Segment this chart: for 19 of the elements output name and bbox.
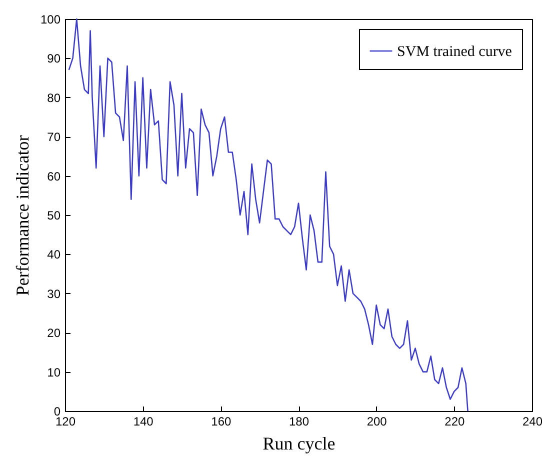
y-tick-label: 30	[47, 286, 61, 301]
y-tick-label: 70	[47, 130, 61, 144]
x-tick-label: 200	[366, 414, 388, 428]
x-tick-label: 180	[288, 414, 310, 428]
y-tick-label: 40	[47, 248, 61, 262]
x-tick-label: 140	[133, 414, 154, 428]
x-axis-title: Run cycle	[262, 434, 336, 454]
y-tick-label: 50	[47, 208, 61, 222]
y-tick-label: 60	[47, 169, 61, 184]
legend-label: SVM trained curve	[397, 44, 512, 60]
y-axis-title: Performance indicator	[12, 135, 32, 296]
y-tick-label: 80	[47, 90, 61, 105]
y-tick-label: 90	[47, 52, 61, 66]
y-tick-label: 100	[40, 12, 61, 26]
x-tick-label: 160	[211, 414, 232, 428]
x-tick-label: 240	[522, 414, 542, 428]
y-tick-label: 20	[47, 326, 61, 340]
y-tick-label: 10	[47, 365, 61, 380]
x-tick-label: 220	[444, 414, 465, 428]
